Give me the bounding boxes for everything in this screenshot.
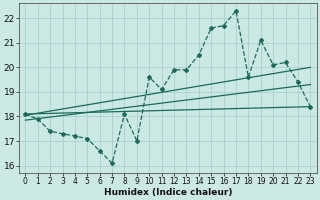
X-axis label: Humidex (Indice chaleur): Humidex (Indice chaleur) <box>104 188 232 197</box>
